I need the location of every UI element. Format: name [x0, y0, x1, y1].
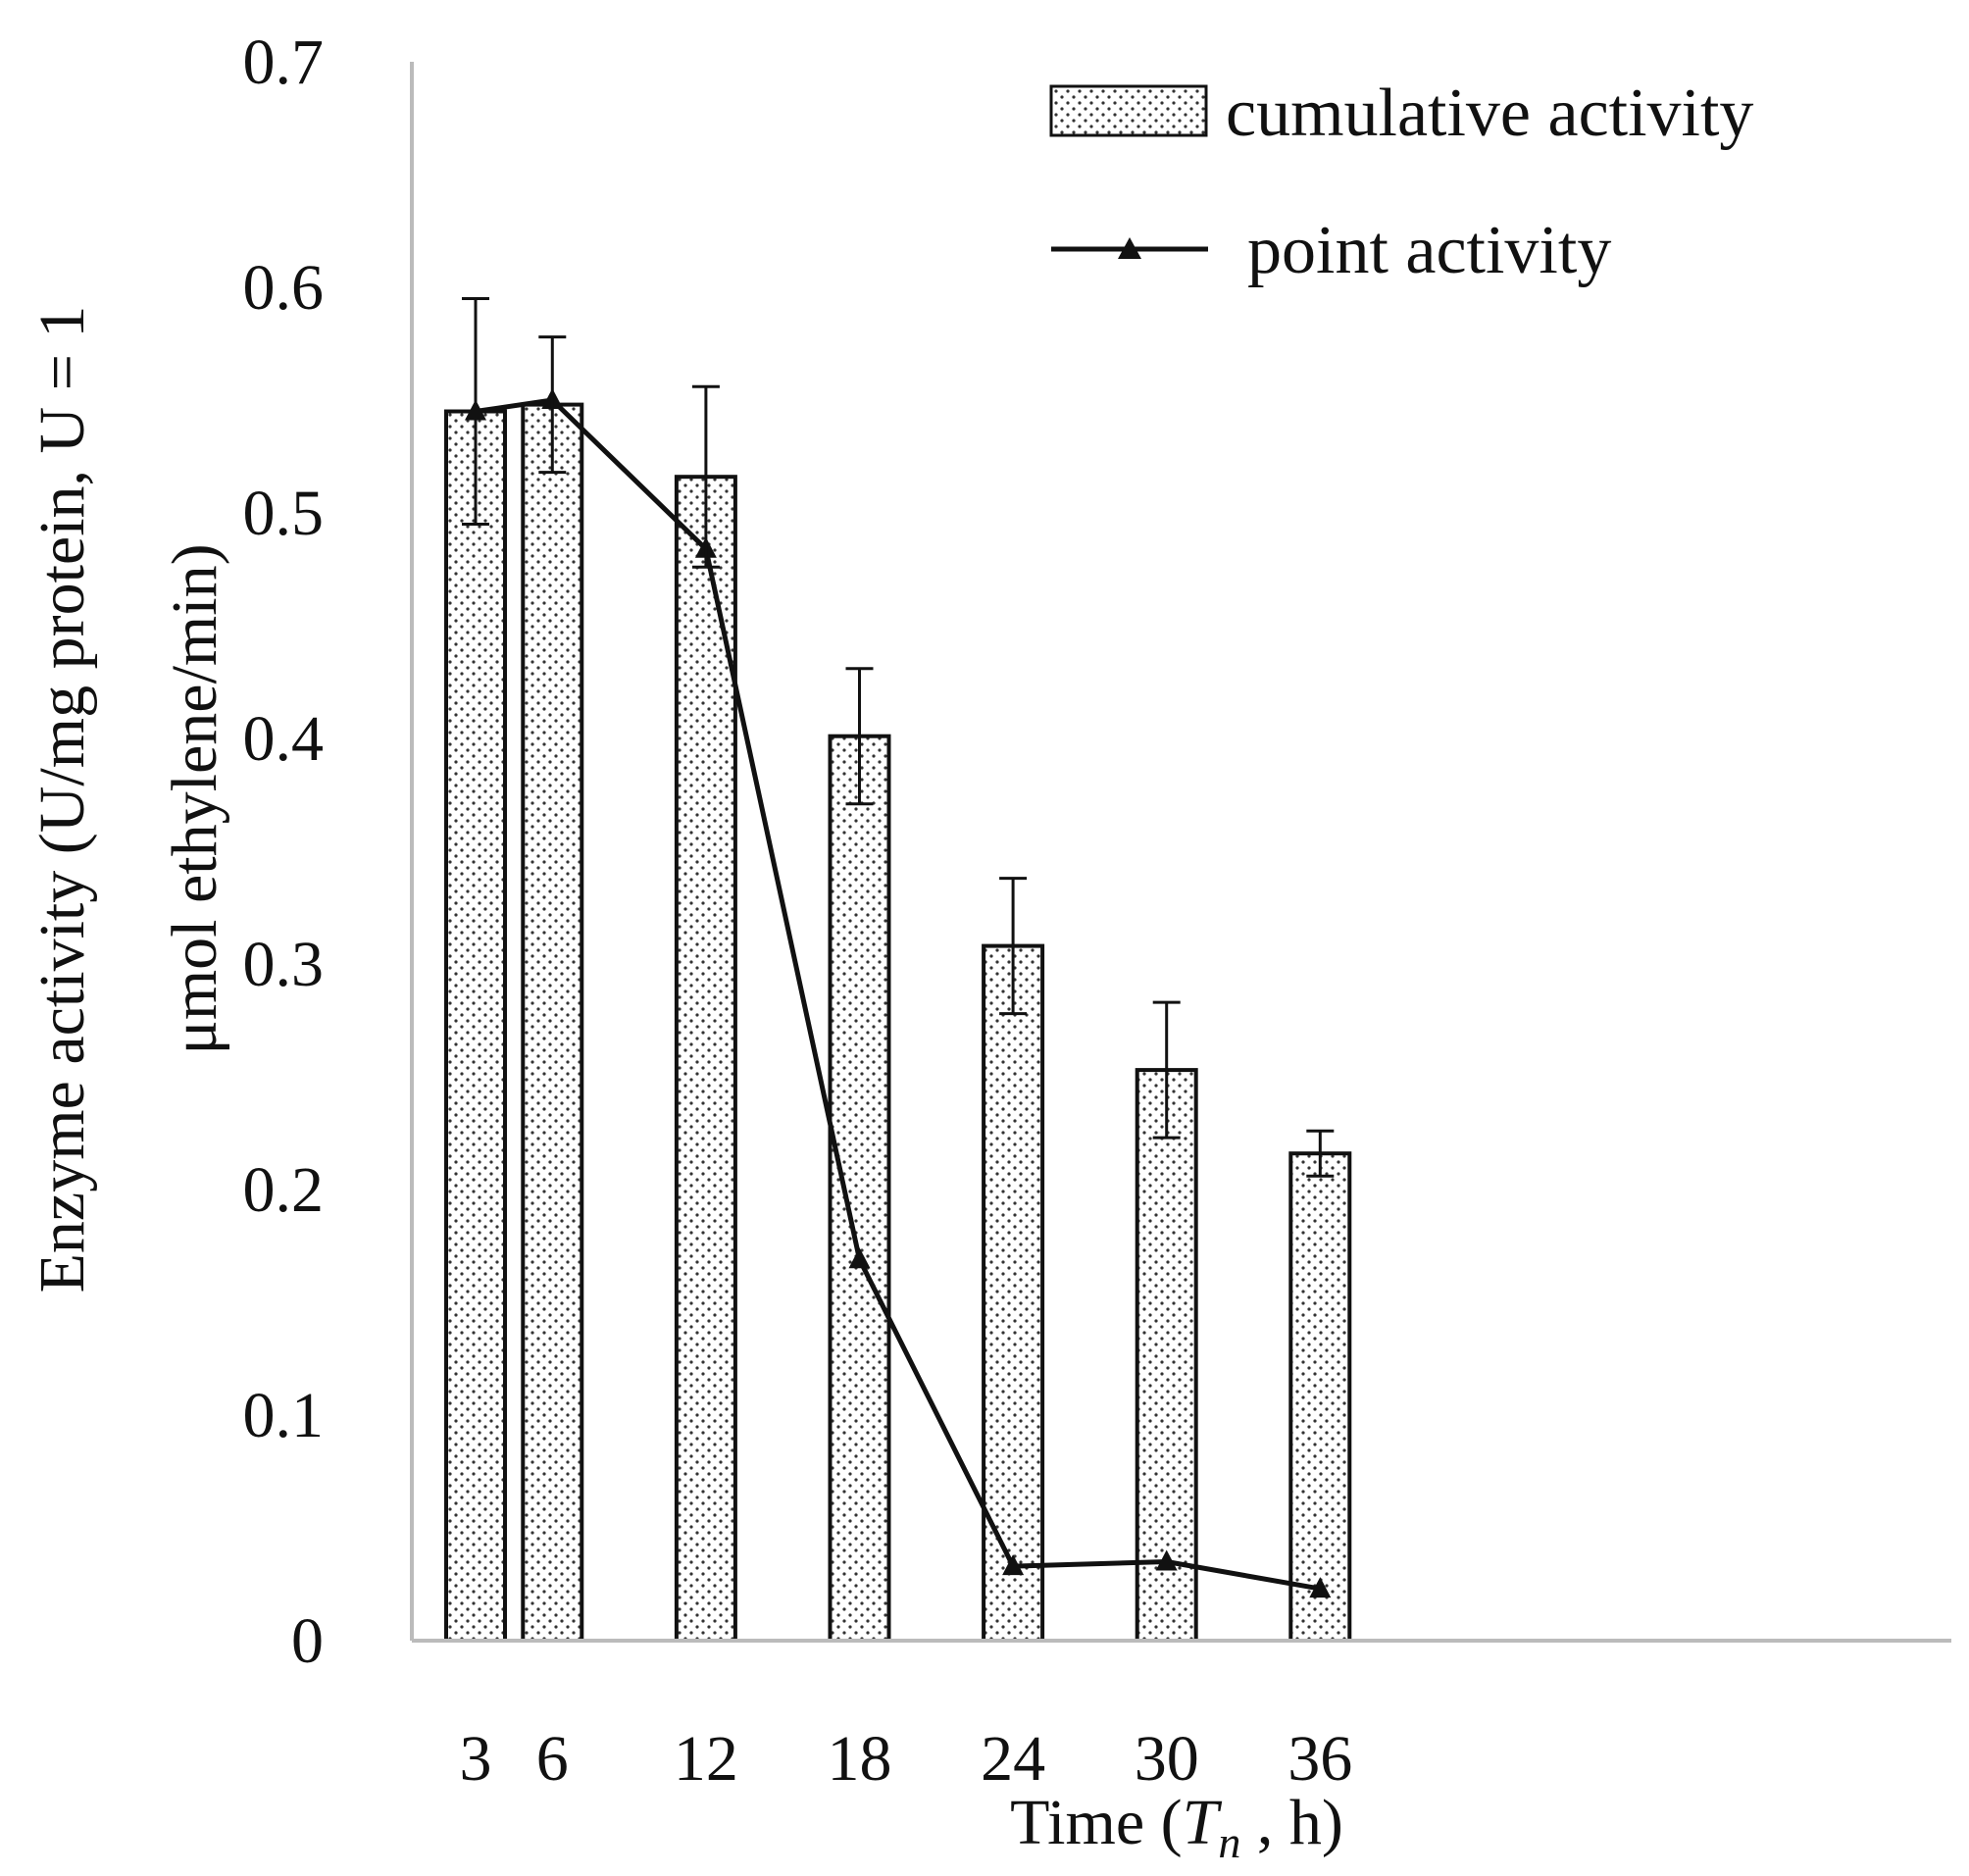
- y-tick-label-6: 0.6: [243, 252, 325, 324]
- point-activity-marker-24: [1002, 1554, 1025, 1576]
- x-tick-label-12: 12: [674, 1723, 738, 1795]
- bar-36: [1288, 1151, 1352, 1643]
- x-tick-label-24: 24: [981, 1723, 1045, 1795]
- x-axis-title-subscript: n: [1218, 1817, 1240, 1867]
- y-tick-label-0: 0: [291, 1605, 324, 1677]
- y-axis-title-line2: μmol ethylene/min): [159, 543, 230, 1054]
- y-tick-label-4: 0.4: [243, 703, 325, 775]
- legend-swatch-point-activity-marker: [1118, 237, 1141, 259]
- y-tick-label-3: 0.3: [243, 929, 325, 1000]
- bar-18: [828, 734, 891, 1643]
- bar-6: [521, 402, 584, 1644]
- legend-label-point-activity: point activity: [1247, 213, 1611, 288]
- bar-30: [1135, 1068, 1198, 1643]
- y-tick-label-1: 0.1: [243, 1380, 325, 1451]
- x-tick-label-30: 30: [1135, 1723, 1199, 1795]
- x-tick-label-3: 3: [460, 1723, 492, 1795]
- bar-24: [982, 943, 1045, 1643]
- legend-label-cumulative-activity: cumulative activity: [1226, 76, 1753, 151]
- x-axis-title-variable: T: [1183, 1787, 1223, 1858]
- legend: cumulative activity point activity: [1049, 76, 1753, 288]
- line-series-point-activity: [465, 388, 1332, 1598]
- x-axis-title-prefix: Time (: [1010, 1787, 1182, 1858]
- bar-3: [444, 409, 507, 1643]
- x-tick-label-18: 18: [828, 1723, 892, 1795]
- y-tick-label-5: 0.5: [243, 478, 325, 549]
- point-activity-marker-36: [1309, 1577, 1332, 1598]
- legend-swatch-cumulative-activity: [1049, 84, 1208, 137]
- y-tick-label-2: 0.2: [243, 1154, 325, 1226]
- bar-series-cumulative-activity: [444, 402, 1352, 1644]
- point-activity-marker-30: [1155, 1549, 1178, 1571]
- point-activity-marker-18: [848, 1247, 871, 1269]
- y-axis: 0 0.1 0.2 0.3 0.4 0.5 0.6 0.7: [243, 26, 414, 1677]
- x-axis: 3 6 12 18 24 30 36: [412, 1639, 1951, 1795]
- y-tick-label-7: 0.7: [243, 26, 325, 98]
- error-bars: [462, 297, 1335, 1178]
- x-tick-label-36: 36: [1287, 1723, 1352, 1795]
- x-axis-title: Time (Tn , h): [1010, 1787, 1343, 1867]
- x-axis-title-suffix: , h): [1240, 1787, 1342, 1858]
- x-tick-label-6: 6: [536, 1723, 569, 1795]
- y-axis-title-line1: Enzyme activity (U/mg protein, U = 1: [26, 306, 98, 1293]
